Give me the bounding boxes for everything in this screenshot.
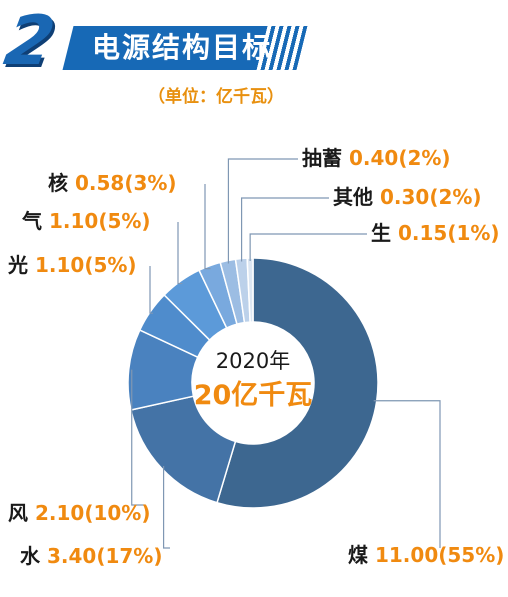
slice-label-6: 抽蓄 0.40(2%) xyxy=(302,146,451,170)
slice-8 xyxy=(246,257,254,323)
slice-label-2: 风 2.10(10%) xyxy=(8,501,150,525)
slice-label-8: 生 0.15(1%) xyxy=(371,221,500,245)
chart-title: 电源结构目标 xyxy=(92,31,273,64)
leader-line-0 xyxy=(373,400,441,548)
slice-0 xyxy=(216,257,379,509)
leader-line-6 xyxy=(227,158,298,264)
chart-labels: 煤 11.00(55%) 水 3.40(17%) 风 2.10(10%) 光 1.10… xyxy=(7,146,504,568)
slice-1 xyxy=(130,395,237,504)
slice-label-4: 气 1.10(5%) xyxy=(21,209,151,233)
slice-label-5: 核 0.58(3%) xyxy=(48,171,177,195)
slice-label-7: 其他 0.30(2%) xyxy=(333,185,482,209)
chart-leader-lines xyxy=(131,158,441,549)
unit-label: （单位：亿千瓦） xyxy=(148,87,284,107)
chart-slices xyxy=(127,257,379,509)
center-total-label: 20亿千瓦 xyxy=(194,380,313,411)
leader-line-2 xyxy=(131,369,145,506)
slice-label-3: 光 1.10(5%) xyxy=(7,253,137,277)
leader-line-1 xyxy=(162,466,170,549)
center-year-label: 2020年 xyxy=(216,349,290,373)
leader-line-4 xyxy=(177,222,183,285)
slice-label-0: 煤 11.00(55%) xyxy=(348,543,504,567)
leader-line-3 xyxy=(149,266,153,314)
slice-label-1: 水 3.40(17%) xyxy=(20,544,162,568)
leader-line-5 xyxy=(204,184,211,270)
header: 2 电源结构目标 （单位：亿千瓦） xyxy=(0,0,508,110)
leader-line-7 xyxy=(240,197,329,262)
leader-line-8 xyxy=(249,233,367,262)
